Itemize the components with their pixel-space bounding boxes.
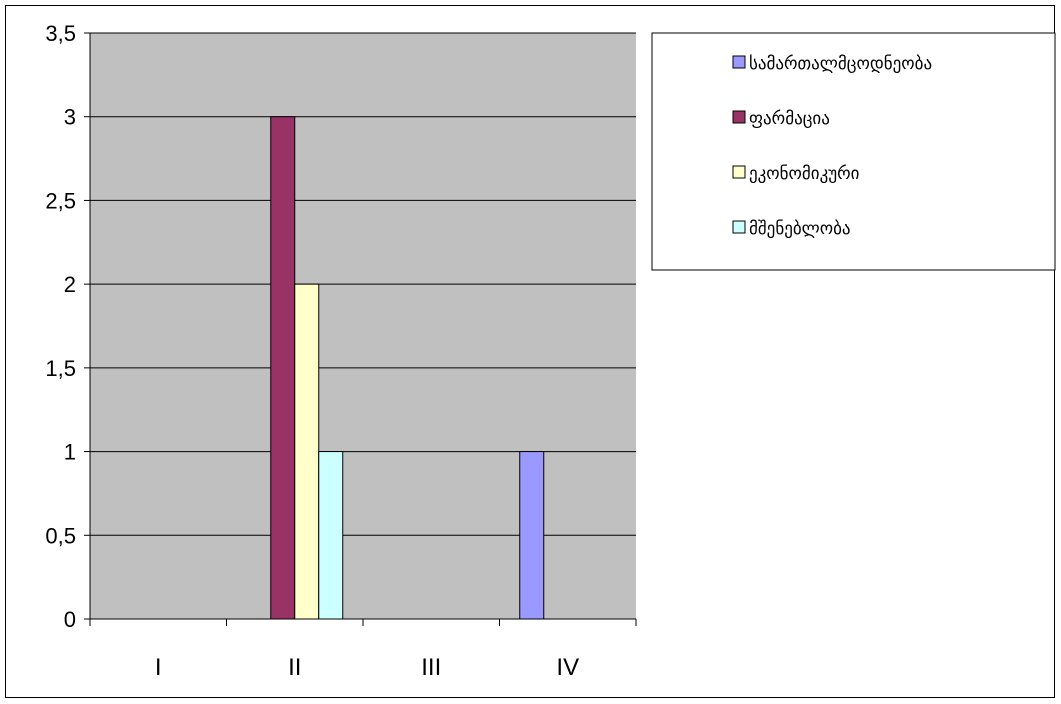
y-axis-ticks: 0 0,5 1 1,5 2 2,5 3 3,5 <box>45 21 90 632</box>
y-tick-label: 2 <box>64 272 76 297</box>
bars <box>270 116 545 620</box>
legend-swatch <box>732 110 746 124</box>
y-tick-label: 3,5 <box>45 21 76 46</box>
bar <box>519 451 545 620</box>
x-category-label: I <box>155 654 162 681</box>
legend-label: ეკონომიკური <box>749 164 859 184</box>
y-tick-label: 1,5 <box>45 356 76 381</box>
bar <box>270 116 296 620</box>
y-tick-label: 1 <box>64 440 76 465</box>
legend-label: მშენებლობა <box>749 219 851 239</box>
legend-box <box>651 32 1056 271</box>
bar <box>294 283 320 620</box>
bar <box>318 451 344 620</box>
y-tick-label: 3 <box>64 105 76 130</box>
legend-label: სამართალმცოდნეობა <box>749 54 932 74</box>
legend-swatch <box>732 220 746 234</box>
x-category-label: II <box>288 654 301 681</box>
x-category-label: III <box>421 654 441 681</box>
legend-swatch <box>732 55 746 69</box>
grid-lines <box>90 32 636 536</box>
x-category-label: IV <box>556 654 579 681</box>
x-axis-ticks: I II III IV <box>89 619 637 681</box>
y-tick-label: 2,5 <box>45 188 76 213</box>
legend-label: ფარმაცია <box>749 109 830 129</box>
y-tick-label: 0,5 <box>45 523 76 548</box>
plot-area <box>90 33 636 619</box>
legend: სამართალმცოდნეობა ფარმაცია ეკონომიკური მშენ… <box>651 32 1056 271</box>
y-tick-label: 0 <box>64 607 76 632</box>
legend-swatch <box>732 165 746 179</box>
